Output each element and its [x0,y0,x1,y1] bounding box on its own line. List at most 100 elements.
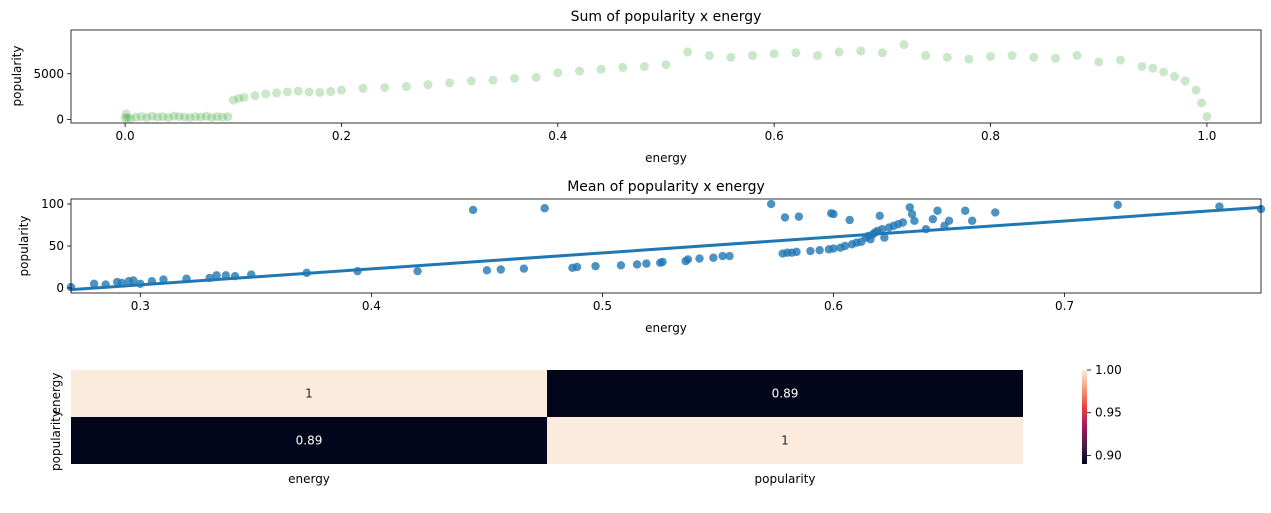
data-point [117,278,127,288]
data-point [1115,55,1125,65]
data-point [250,91,260,101]
data-point [136,112,146,122]
data-point [572,262,582,272]
data-point [792,247,801,257]
data-point [496,265,505,274]
data-point [933,206,942,215]
heatmap-cell [547,417,1023,464]
data-point [875,211,884,220]
chart-mean-popularity-energy: Mean of popularity x energy 0.3 0.4 0.5 0.6… [17,179,1266,335]
data-point [1191,85,1201,95]
y-tick-label: 0 [56,281,64,295]
data-point [510,73,520,83]
data-point [212,271,221,280]
heatmap-annotation: 1 [781,434,789,448]
heatmap-y-label: popularity [49,410,63,471]
heatmap-x-label: popularity [755,472,816,486]
x-tick-label: 0.6 [824,299,843,313]
data-point [261,89,271,99]
data-point [223,112,233,122]
data-point [840,241,850,251]
data-point [695,254,704,263]
data-point [812,51,822,61]
data-point [466,76,476,86]
data-point [905,203,914,212]
data-point [1148,63,1158,73]
data-point [944,216,954,226]
data-point [1113,200,1122,210]
x-tick-label: 0.7 [1055,299,1074,313]
data-point [1094,57,1104,67]
data-point [986,51,996,61]
data-point [834,47,844,57]
data-point [639,61,649,71]
data-point [468,205,478,215]
chart1-marks [120,40,1212,123]
y-tick-label: 5000 [33,67,64,81]
data-point [877,48,887,58]
data-point [1197,98,1206,108]
data-point [780,213,790,222]
data-point [158,112,168,122]
chart2-x-label: energy [645,321,687,335]
data-point [129,276,138,285]
data-point [205,273,214,283]
data-point [683,255,693,264]
x-tick-label: 1.0 [1197,129,1216,143]
data-point [806,246,815,256]
y-tick-label: 50 [49,239,64,253]
data-point [877,225,887,234]
data-point [126,113,135,123]
y-tick-label: 100 [41,197,64,211]
data-point [574,66,584,76]
data-point [163,113,173,123]
data-point [1159,67,1169,77]
chart2-y-ticks: 0 50 100 [41,197,71,295]
heatmap-annotation: 0.89 [296,434,323,448]
x-tick-label: 0.5 [593,299,612,313]
data-point [829,209,838,219]
data-point [182,274,191,283]
data-point [488,75,498,85]
data-point [616,261,626,270]
data-point [358,83,368,93]
data-point [304,87,314,97]
data-point [239,92,249,102]
data-point [596,64,606,74]
data-point [1007,51,1017,61]
data-point [136,279,145,288]
colorbar [1082,370,1087,464]
chart1-frame [70,29,1262,124]
data-point [540,204,549,213]
data-point [147,277,157,286]
data-point [247,270,256,279]
data-point [201,111,211,121]
data-point [1202,112,1212,122]
data-point [153,112,163,122]
data-point [642,259,651,268]
x-tick-label: 0.4 [362,299,381,313]
data-point [910,216,919,226]
chart2-y-label: popularity [17,216,31,277]
data-point [401,82,411,92]
chart1-x-ticks: 0.0 0.2 0.4 0.6 0.8 1.0 [116,123,1216,143]
data-point [121,109,131,119]
data-point [423,80,433,90]
data-point [120,113,130,123]
data-point [899,40,909,50]
data-point [302,268,311,278]
data-point [159,275,168,284]
heatmap-annotation: 1 [305,387,313,401]
data-point [769,49,779,59]
heatmap-cell [71,370,547,417]
data-point [190,112,200,122]
data-point [101,280,110,289]
data-point [632,260,642,269]
data-point [591,261,600,271]
heatmap-cell [71,417,547,464]
data-point [147,111,157,121]
data-point [531,72,541,82]
chart1-x-label: energy [645,151,687,165]
